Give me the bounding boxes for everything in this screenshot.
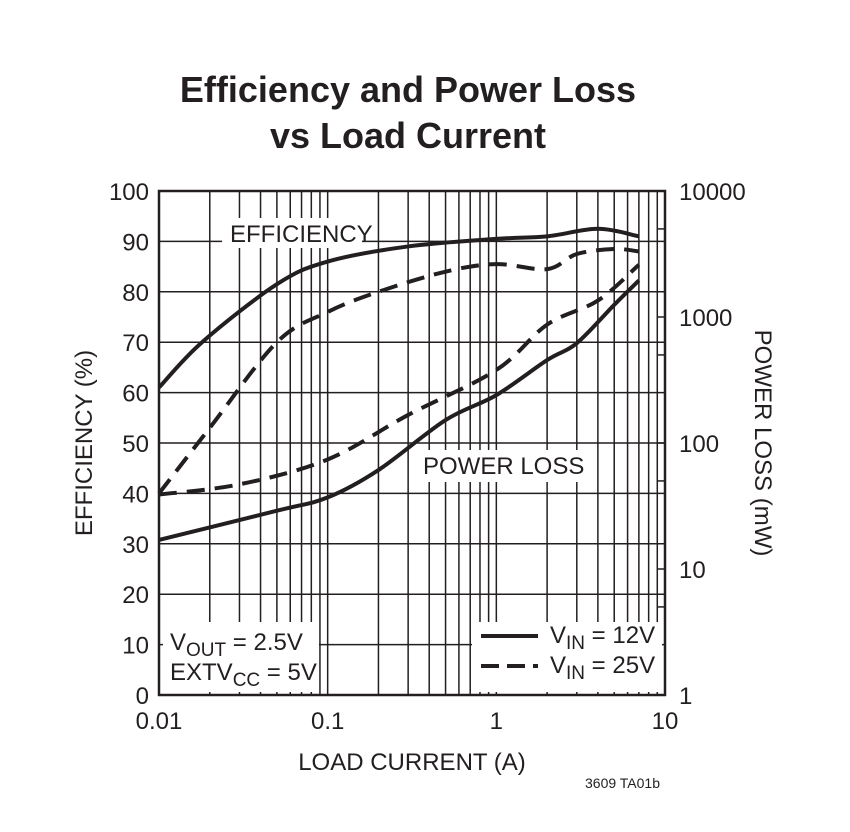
conditions-bg <box>163 622 319 692</box>
legend-entry: VIN = 12V <box>550 622 655 654</box>
y-tick-label: 90 <box>122 229 149 256</box>
y-tick-label: 100 <box>109 179 149 206</box>
y-tick-label: 20 <box>122 582 149 609</box>
y2-tick-label: 100 <box>679 431 719 458</box>
y-tick-label: 10 <box>122 633 149 660</box>
y-axis-label: EFFICIENCY (%) <box>71 350 98 536</box>
y-tick-label: 70 <box>122 330 149 357</box>
power_loss-curve-dashed <box>158 263 641 497</box>
labels: 01020304050607080901001101001000100000.0… <box>109 179 746 735</box>
y-tick-label: 60 <box>122 381 149 408</box>
x-tick-label: 1 <box>490 708 503 735</box>
chart-title-line1: Efficiency and Power Loss <box>180 69 636 110</box>
curves <box>157 226 641 542</box>
y-tick-label: 30 <box>122 532 149 559</box>
y2-tick-label: 10 <box>679 557 706 584</box>
power-loss-annotation: POWER LOSS <box>423 453 584 480</box>
legend-entry: VIN = 25V <box>550 652 655 684</box>
efficiency-label-bg <box>222 218 362 248</box>
legend-bg <box>472 622 662 692</box>
chart-title-line2: vs Load Current <box>270 115 546 156</box>
y-tick-label: 0 <box>136 683 149 710</box>
x-axis-label: LOAD CURRENT (A) <box>298 749 526 776</box>
y-tick-label: 40 <box>122 481 149 508</box>
y2-tick-label: 10000 <box>679 179 746 206</box>
x-tick-label: 10 <box>652 708 679 735</box>
plot-frame <box>157 189 667 697</box>
power_loss-curve-solid <box>158 279 641 542</box>
efficiency-curve-dashed <box>157 246 640 495</box>
efficiency-annotation: EFFICIENCY <box>230 221 373 248</box>
y2-tick-label: 1 <box>679 683 692 710</box>
y-tick-label: 50 <box>122 431 149 458</box>
x-tick-label: 0.01 <box>136 708 183 735</box>
power-loss-label-bg <box>418 450 578 482</box>
efficiency-curve-solid <box>157 226 640 389</box>
x-tick-label: 0.1 <box>311 708 344 735</box>
extvcc-condition: EXTVCC = 5V <box>170 659 317 691</box>
y2-axis-label: POWER LOSS (mW) <box>749 330 776 557</box>
figure-id: 3609 TA01b <box>585 775 660 791</box>
y2-tick-label: 1000 <box>679 305 732 332</box>
vout-condition: VOUT = 2.5V <box>170 629 303 661</box>
y-tick-label: 80 <box>122 280 149 307</box>
